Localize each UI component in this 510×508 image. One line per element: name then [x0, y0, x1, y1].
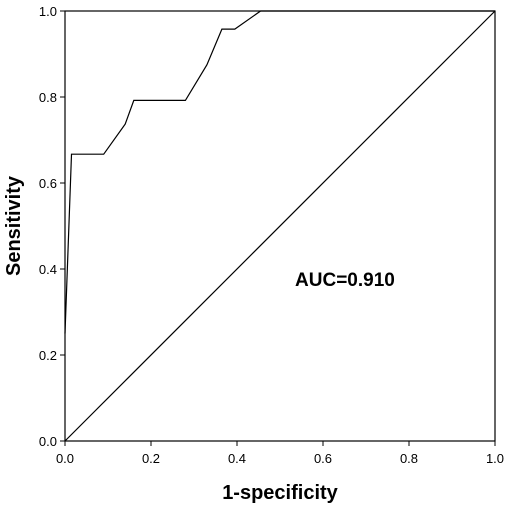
roc-curve — [64, 10, 495, 334]
x-tick-label: 1.0 — [486, 451, 504, 466]
plot-frame — [64, 10, 496, 442]
reference-diagonal — [64, 10, 496, 442]
y-tick-label: 0.8 — [39, 90, 57, 105]
x-tick-label: 0.6 — [314, 451, 332, 466]
x-axis-title: 1-specificity — [222, 482, 338, 504]
y-tick-label: 0.2 — [39, 348, 57, 363]
x-tick-label: 0.0 — [56, 451, 74, 466]
y-axis-ticks: 0.0 0.2 0.4 0.6 0.8 1.0 — [39, 4, 65, 449]
x-tick-label: 0.4 — [228, 451, 246, 466]
y-tick-label: 0.6 — [39, 176, 57, 191]
y-axis-title: Sensitivity — [3, 175, 25, 276]
y-tick-label: 0.4 — [39, 262, 57, 277]
x-tick-label: 0.8 — [400, 451, 418, 466]
y-tick-label: 0.0 — [39, 434, 57, 449]
series-layer — [64, 10, 496, 442]
x-tick-label: 0.2 — [142, 451, 160, 466]
auc-annotation: AUC=0.910 — [295, 270, 395, 291]
y-tick-label: 1.0 — [39, 4, 57, 19]
x-axis-ticks: 0.0 0.2 0.4 0.6 0.8 1.0 — [56, 441, 504, 466]
